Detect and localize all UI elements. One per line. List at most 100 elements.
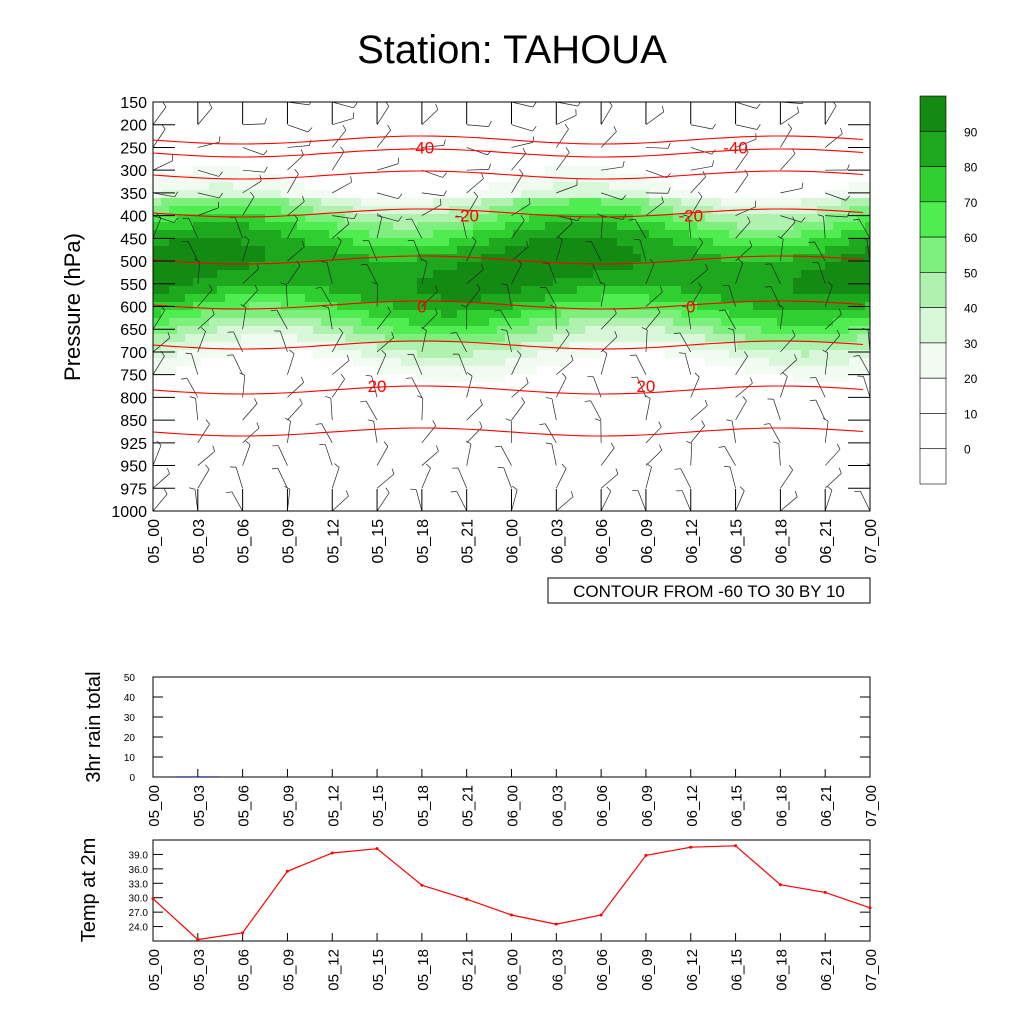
wind-barb-flag (742, 396, 747, 402)
wind-barb-flag (436, 445, 439, 452)
wind-barb (330, 398, 333, 421)
wind-barb-flag (585, 241, 592, 243)
wind-barb (287, 382, 304, 398)
y-tick-label: 450 (120, 231, 147, 248)
wind-barb-flag (892, 184, 893, 190)
colorbar-label: 80 (964, 161, 978, 175)
wind-barb-flag (724, 465, 731, 468)
wind-barb (242, 102, 244, 103)
wind-barb-flag (674, 468, 681, 470)
temp-point (823, 890, 827, 894)
wind-barb-flag (801, 182, 804, 189)
wind-barb-flag (792, 216, 796, 223)
y-tick-label: 975 (120, 481, 147, 498)
wind-barb-flag (738, 258, 744, 264)
x-tick-label: 05_18 (415, 519, 432, 564)
wind-barb (466, 196, 478, 216)
wind-barb-flag (641, 327, 648, 331)
wind-barb-flag (387, 306, 392, 313)
wind-barb-flag (391, 468, 395, 475)
wind-barb-flag (822, 417, 829, 422)
wind-barb (234, 217, 243, 239)
wind-barb (376, 311, 392, 330)
temp-x-tick-label: 05_18 (415, 949, 432, 991)
temp-y-tick-label: 27.0 (129, 908, 149, 919)
wind-barb-flag (461, 304, 467, 308)
chart-title: Station: TAHOUA (357, 28, 667, 72)
wind-barb-flag (561, 373, 567, 378)
wind-barb (197, 102, 199, 103)
wind-barb (376, 337, 394, 353)
wind-barb-flag (532, 102, 537, 108)
wind-barb (600, 131, 617, 148)
wind-barb (197, 469, 210, 489)
wind-barb-flag (488, 163, 491, 170)
wind-barb (376, 492, 390, 511)
wind-barb-flag (205, 464, 210, 470)
wind-barb (277, 468, 288, 489)
wind-barb (687, 307, 692, 330)
wind-barb (421, 204, 442, 216)
wind-barb-flag (495, 445, 502, 448)
wind-barb-flag (698, 237, 703, 243)
wind-barb (590, 241, 602, 262)
wind-barb (511, 173, 524, 194)
wind-barb (825, 102, 826, 103)
wind-barb (824, 285, 833, 307)
wind-barb (287, 403, 303, 421)
temp-point (285, 869, 289, 873)
wind-barb-flag (257, 82, 259, 88)
wind-barb (870, 84, 882, 102)
wind-barb (681, 490, 692, 511)
wind-barb-flag (321, 261, 328, 263)
temp-point (734, 844, 738, 848)
wind-barb-flag (209, 284, 213, 290)
wind-barb (858, 355, 870, 375)
wind-barb-flag (629, 218, 636, 221)
wind-barb-flag (561, 463, 567, 469)
wind-barb (376, 192, 399, 199)
x-tick-label: 05_03 (191, 519, 208, 564)
wind-barb (153, 355, 165, 375)
wind-barb (735, 138, 757, 148)
wind-barb-flag (557, 235, 563, 241)
wind-barb (600, 447, 615, 466)
wind-barb-flag (846, 211, 850, 218)
rain-bar (175, 776, 220, 777)
wind-barb (773, 399, 781, 421)
wind-barb (191, 353, 199, 375)
wind-barb (635, 354, 647, 375)
wind-barb (366, 264, 378, 284)
wind-barb-flag (245, 440, 251, 446)
wind-barb-flag (505, 418, 512, 422)
wind-barb-flag (194, 258, 200, 263)
isotherm-line (153, 385, 864, 395)
wind-barb-flag (661, 196, 664, 203)
rain-x-tick-label: 05_00 (146, 785, 163, 827)
wind-barb-flag (712, 123, 716, 130)
wind-barb (601, 192, 623, 201)
temp-y-tick-label: 24.0 (129, 923, 149, 934)
rain-x-tick-label: 06_06 (594, 785, 611, 827)
wind-barb (735, 400, 747, 421)
wind-barb-flag (788, 464, 793, 471)
wind-barb (869, 283, 870, 284)
wind-barb (287, 265, 301, 284)
wind-barb-flag (479, 399, 483, 405)
wind-barb-flag (421, 326, 427, 331)
wind-barb (287, 124, 309, 133)
wind-barb (869, 306, 870, 307)
wind-barb (242, 290, 258, 307)
wind-barb (592, 263, 602, 284)
rain-frame (152, 676, 871, 778)
wind-barb (153, 310, 165, 330)
wind-barb-flag (250, 191, 255, 198)
wind-barb-flag (240, 304, 247, 308)
wind-barb (242, 268, 259, 285)
wind-barb-flag (705, 263, 708, 270)
wind-barb (556, 333, 570, 353)
wind-barb (735, 246, 753, 262)
wind-barb (500, 445, 512, 466)
wind-barb (242, 147, 264, 156)
wind-barb-flag (681, 305, 688, 308)
